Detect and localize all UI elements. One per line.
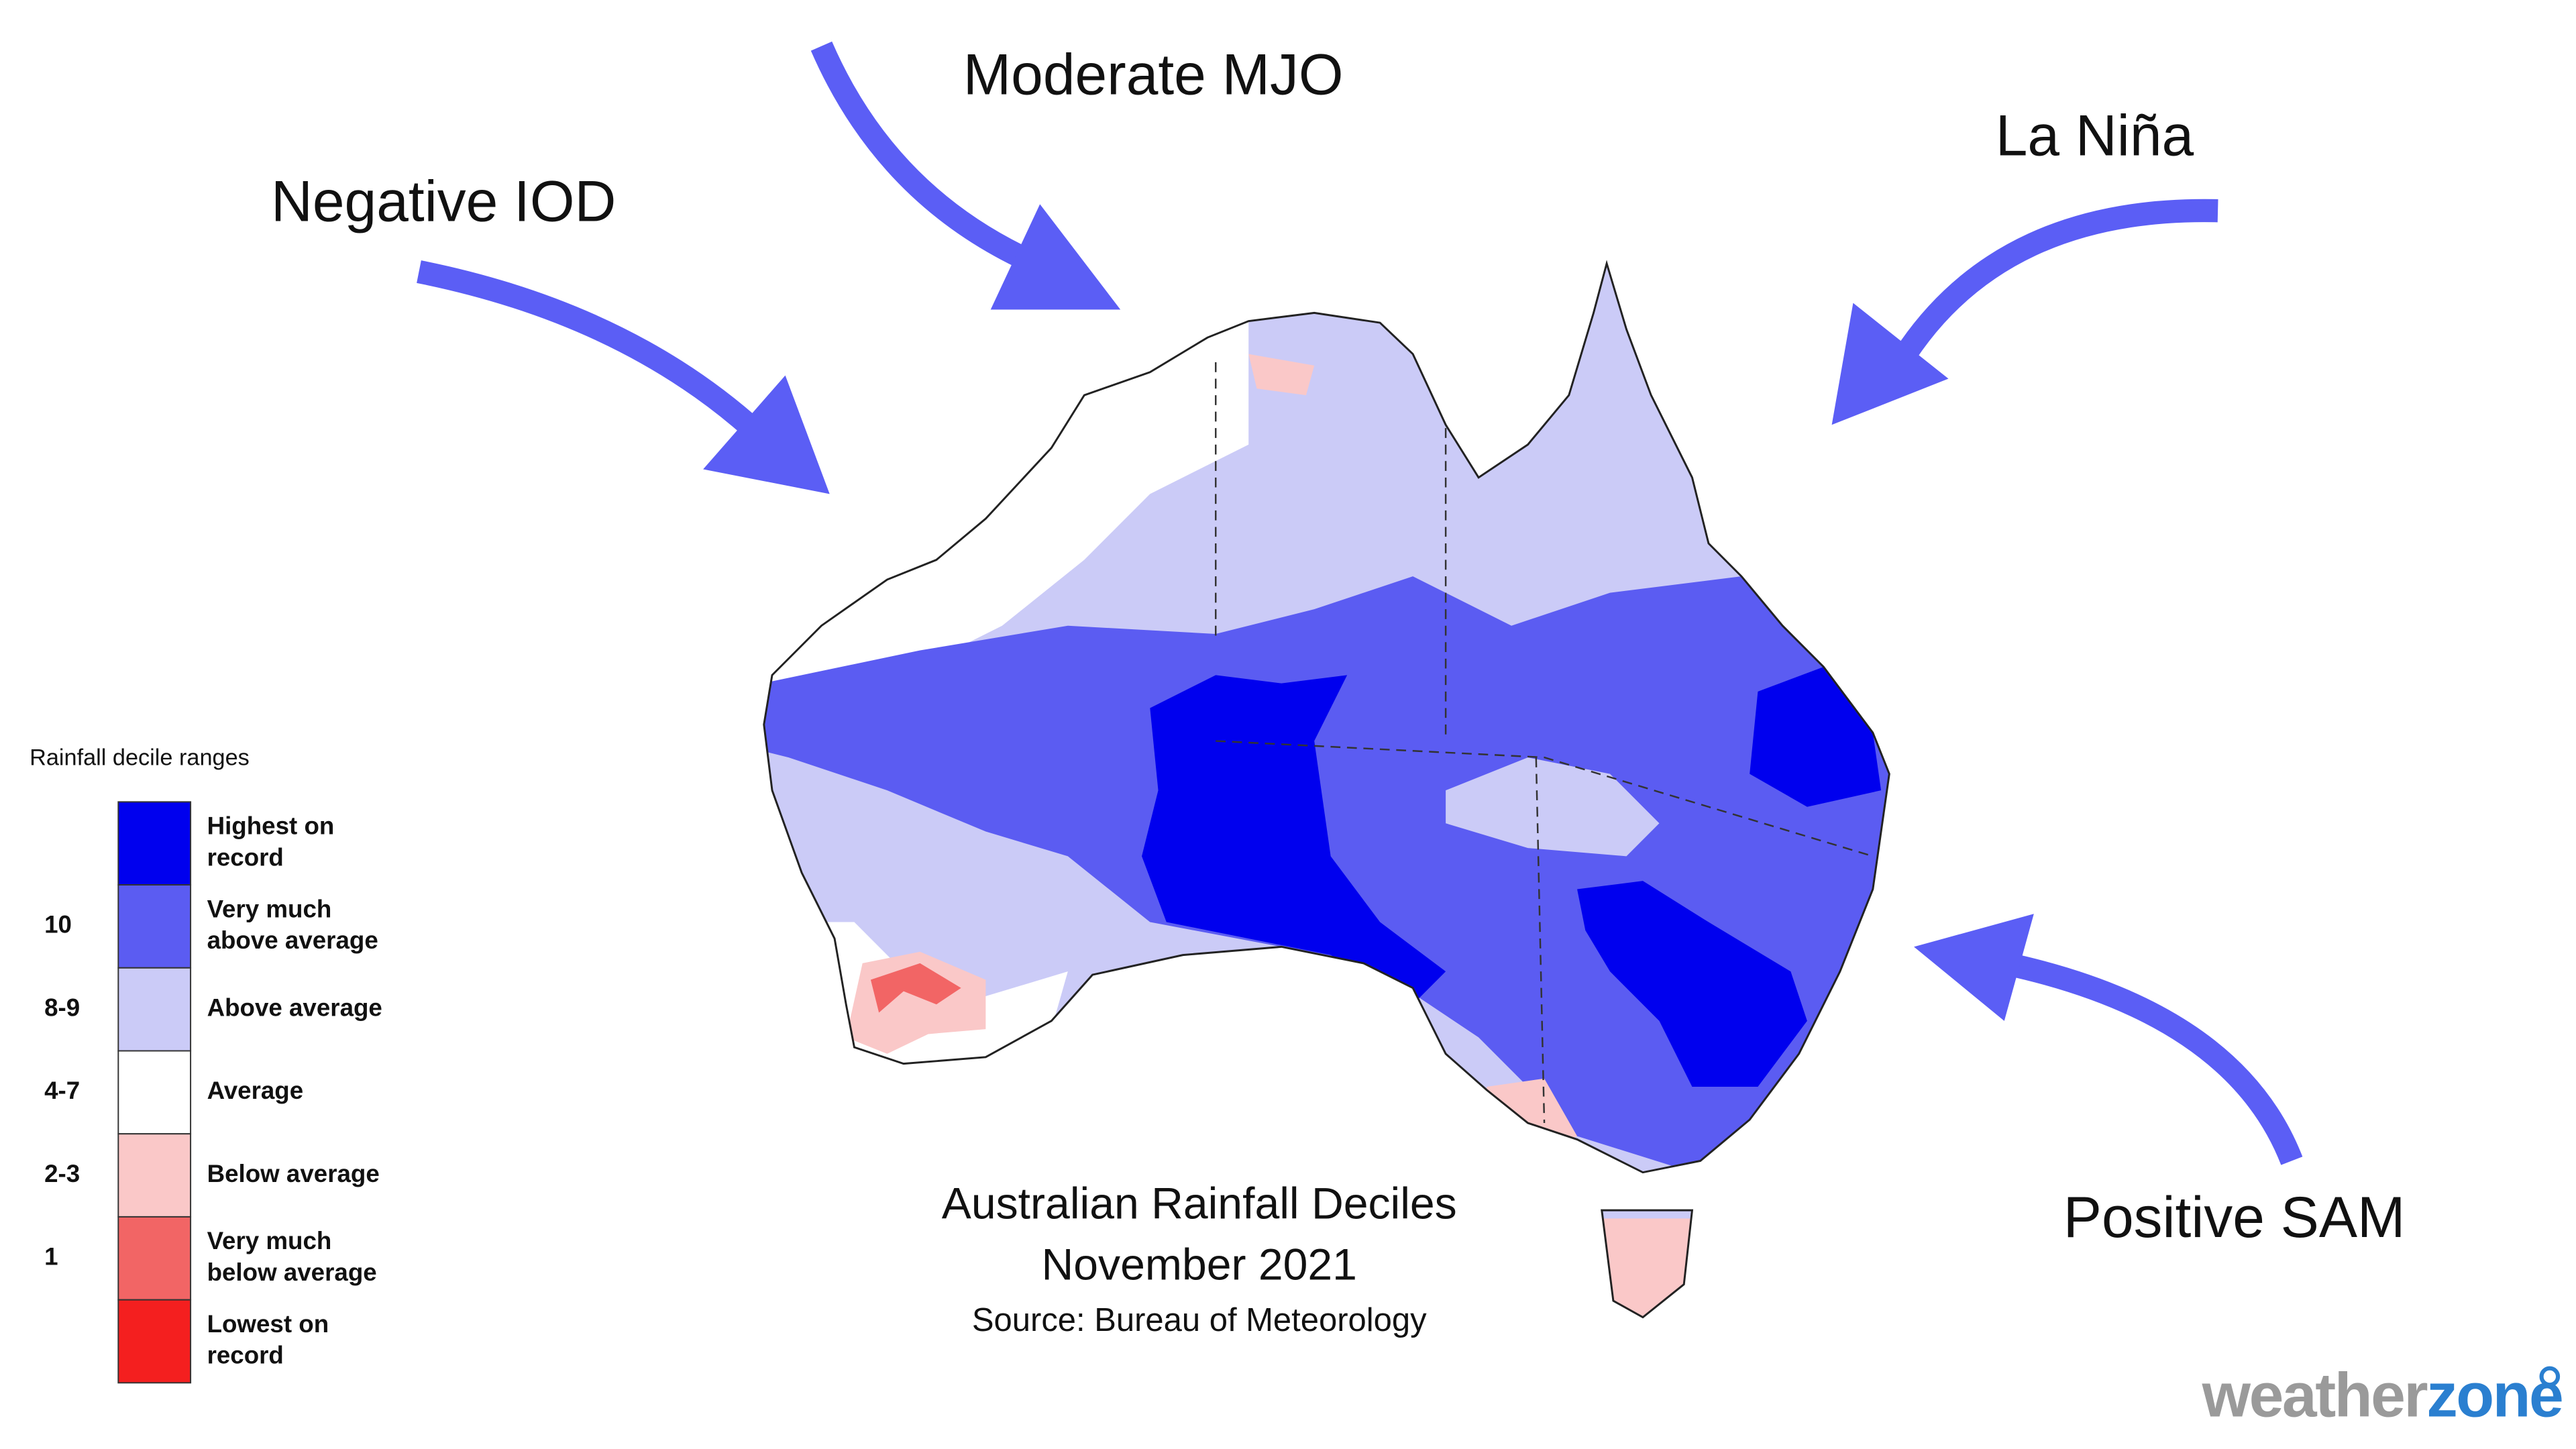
legend-swatch	[117, 1133, 192, 1218]
legend-label: above average	[207, 926, 378, 954]
legend-swatch	[117, 1050, 192, 1135]
arrow-head	[990, 204, 1121, 310]
legend-label: record	[207, 1341, 284, 1368]
arrow	[1896, 199, 2218, 361]
annotation: Moderate MJO	[963, 42, 1344, 107]
legend-swatch	[117, 1216, 192, 1301]
legend-range: 10	[44, 911, 72, 938]
legend-range: 2-3	[44, 1160, 80, 1187]
arrow-head	[1914, 914, 2034, 1021]
arrow	[810, 41, 1040, 274]
annotation: La Niña	[1996, 103, 2194, 168]
logo: weatherzone	[2202, 1360, 2563, 1430]
legend-label: record	[207, 843, 284, 871]
legend-label: Highest on	[207, 812, 335, 840]
arrow	[417, 260, 763, 440]
legend-range: 4-7	[44, 1077, 80, 1104]
legend-title: Rainfall decile ranges	[30, 745, 250, 771]
arrow-head	[1831, 303, 1949, 425]
legend-label: Below average	[207, 1160, 380, 1187]
caption-date: November 2021	[1042, 1240, 1357, 1289]
logo-part: weather	[2202, 1360, 2428, 1430]
legend-swatch	[117, 884, 192, 969]
legend-label: Lowest on	[207, 1310, 329, 1338]
caption-source: Source: Bureau of Meteorology	[972, 1302, 1427, 1338]
logo-degree	[2539, 1366, 2561, 1387]
legend-label: Above average	[207, 994, 382, 1021]
legend-label: Very much	[207, 1227, 332, 1254]
legend-label: Very much	[207, 895, 332, 922]
caption-title: Australian Rainfall Deciles	[942, 1179, 1457, 1229]
legend-swatch	[117, 801, 192, 886]
legend-range: 1	[44, 1242, 58, 1270]
arrow-head	[703, 375, 830, 494]
arrow	[2002, 952, 2303, 1165]
legend-swatch	[117, 967, 192, 1052]
state-borders	[1215, 362, 1874, 1124]
annotation: Negative IOD	[271, 169, 616, 233]
arrows	[417, 41, 2303, 1165]
legend-label: Average	[207, 1077, 304, 1104]
legend-swatch	[117, 1299, 192, 1384]
legend-label: below average	[207, 1258, 377, 1286]
legend: Highest on record 10 Very much above average…	[44, 801, 382, 1384]
legend-range: 8-9	[44, 994, 80, 1021]
annotation: Positive SAM	[2063, 1185, 2406, 1250]
